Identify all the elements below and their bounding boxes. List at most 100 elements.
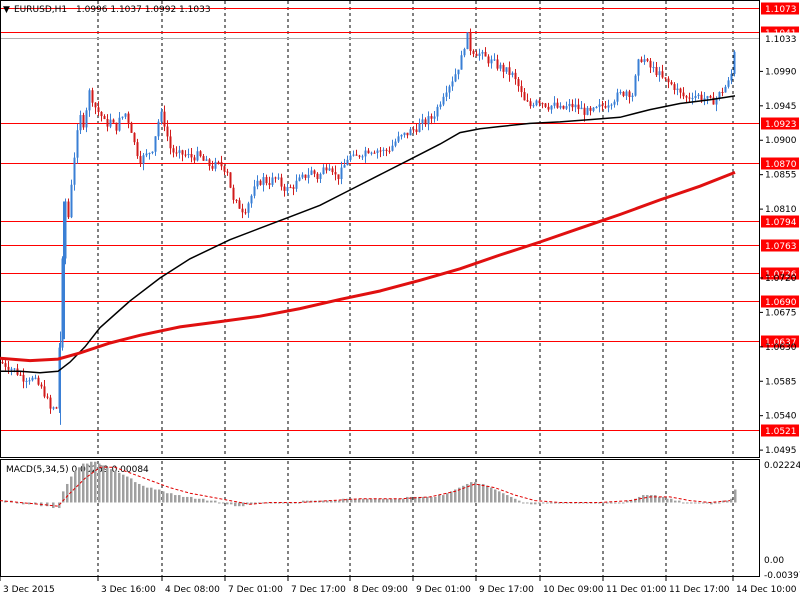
candle-up: [370, 152, 373, 154]
candle-down: [103, 116, 106, 120]
macd-bar: [74, 471, 77, 503]
candle-down: [172, 148, 175, 153]
macd-bar: [638, 496, 641, 503]
macd-bar: [654, 495, 657, 503]
candle-down: [55, 407, 58, 409]
macd-bar: [734, 489, 737, 503]
candle-down: [679, 88, 682, 93]
candle-down: [166, 126, 169, 137]
candle-down: [193, 157, 196, 161]
level-label-box: [761, 239, 799, 252]
macd-bar: [566, 502, 569, 504]
candle-down: [541, 103, 544, 105]
candle-up: [73, 157, 76, 185]
candle-up: [382, 149, 385, 151]
candle-up: [310, 170, 313, 175]
candle-down: [526, 100, 529, 102]
level-label: 1.0763: [765, 242, 797, 252]
macd-bar: [466, 483, 469, 503]
candle-up: [607, 105, 610, 108]
macd-bar: [530, 502, 533, 505]
macd-bar: [666, 498, 669, 503]
macd-bar: [366, 498, 369, 503]
macd-bar: [170, 493, 173, 503]
candle-up: [403, 132, 406, 135]
candle-up: [499, 64, 502, 69]
candle-up: [493, 59, 496, 61]
macd-bar: [550, 502, 553, 504]
level-label: 1.0690: [765, 298, 797, 308]
candle-up: [364, 150, 367, 157]
candle-up: [205, 159, 208, 161]
candle-down: [235, 199, 238, 201]
candle-up: [466, 32, 469, 50]
macd-bar: [330, 500, 333, 503]
macd-signal-line: [0, 466, 731, 507]
dropdown-arrow-icon[interactable]: ▼: [3, 5, 10, 15]
time-tick-label: 7 Dec 01:00: [228, 585, 283, 595]
candle-up: [433, 116, 436, 119]
candle-down: [424, 119, 427, 125]
candle-up: [397, 136, 400, 142]
macd-bar: [66, 483, 69, 503]
macd-bar: [374, 498, 377, 503]
candle-up: [574, 104, 577, 108]
macd-bar: [110, 469, 113, 503]
macd-bar: [506, 495, 509, 503]
chart-symbol: EURUSD,H1: [14, 5, 67, 15]
candle-up: [322, 167, 325, 175]
candle-down: [217, 161, 220, 163]
candle-down: [283, 186, 286, 191]
candle-up: [625, 91, 628, 96]
candle-down: [601, 104, 604, 107]
candle-up: [376, 150, 379, 153]
candle-down: [163, 111, 166, 127]
macd-bar: [94, 461, 97, 503]
macd-bar: [478, 483, 481, 503]
candle-down: [508, 67, 511, 76]
macd-bar: [546, 502, 549, 504]
macd-bar: [442, 495, 445, 503]
macd-bar: [726, 500, 729, 503]
candle-up: [70, 184, 73, 218]
macd-bar: [718, 502, 721, 504]
candle-up: [52, 407, 55, 409]
candle-down: [655, 67, 658, 76]
candle-up: [730, 73, 733, 81]
macd-bar: [158, 489, 161, 503]
candle-down: [49, 397, 52, 409]
macd-bar: [78, 467, 81, 503]
macd-tick-label: 0.00: [764, 556, 784, 566]
candle-down: [208, 159, 211, 166]
candle-up: [694, 95, 697, 99]
macd-bar: [650, 495, 653, 503]
candles: [1, 28, 736, 425]
candle-up: [187, 154, 190, 156]
macd-bar: [82, 463, 85, 503]
level-label-box: [761, 117, 799, 130]
candle-up: [643, 59, 646, 62]
candle-up: [451, 81, 454, 87]
level-label-box: [761, 335, 799, 348]
macd-bar: [86, 463, 89, 503]
macd-bar: [62, 491, 65, 503]
candle-up: [34, 377, 37, 379]
candle-down: [106, 119, 109, 127]
price-scale[interactable]: 1.0990 1.0945 1.0900 1.0855 1.0810 1.0720 1.06…: [759, 67, 797, 456]
level-label: 1.0521: [765, 427, 797, 437]
price-tick-label: 1.0810: [765, 205, 797, 215]
candle-up: [532, 105, 535, 107]
time-tick-label: 3 Dec 16:00: [101, 585, 156, 595]
candle-down: [628, 91, 631, 97]
time-axis[interactable]: 3 Dec 2015 3 Dec 16:00 4 Dec 08:00 7 Dec 01…: [0, 577, 797, 595]
time-tick-label: 9 Dec 01:00: [416, 585, 471, 595]
macd-bar: [394, 498, 397, 503]
candle-down: [649, 60, 652, 68]
price-pane[interactable]: [0, 0, 760, 458]
candle-down: [640, 59, 643, 62]
candle-down: [538, 100, 541, 104]
macd-bar: [202, 498, 205, 503]
macd-bar: [194, 498, 197, 503]
level-label-box: [761, 2, 799, 15]
